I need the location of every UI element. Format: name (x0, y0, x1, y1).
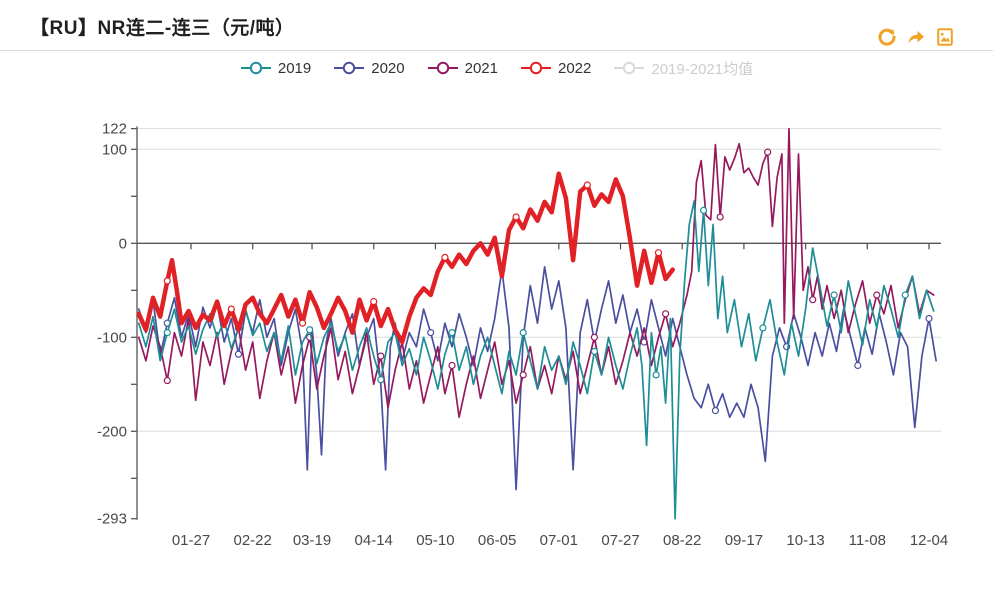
data-point-marker (590, 333, 599, 341)
legend-item-2020[interactable]: 2020 (333, 59, 405, 77)
x-tick-label: 02-22 (234, 532, 272, 549)
data-point-marker (234, 350, 243, 358)
data-point-marker (448, 329, 456, 337)
data-point-marker (512, 213, 520, 221)
data-point-marker (711, 407, 720, 415)
x-tick-label: 03-19 (293, 532, 331, 549)
data-point-marker (441, 253, 449, 261)
x-tick-label: 09-17 (725, 532, 763, 549)
data-point-marker (163, 277, 171, 285)
gridlines (137, 128, 941, 432)
data-point-marker (830, 291, 838, 299)
data-point-marker (519, 329, 527, 337)
data-point-marker (590, 347, 599, 355)
data-point-marker (370, 297, 378, 306)
data-point-marker (661, 310, 670, 318)
legend-label: 2019-2021均值 (651, 60, 754, 78)
data-point-marker (759, 324, 767, 332)
legend-item-2021[interactable]: 2021 (427, 60, 498, 77)
x-axis: 01-27 02-22 03-19 04-14 05-10 06-05 07-01 07-27… (137, 242, 948, 549)
legend-label: 2021 (464, 59, 498, 77)
data-point-marker (699, 206, 708, 214)
x-tick-label: 05-10 (416, 532, 454, 549)
y-tick-label: 122 (102, 121, 127, 138)
data-point-marker (764, 148, 772, 156)
legend-label: 2020 (371, 59, 405, 77)
series-2021 (137, 127, 935, 419)
legend-item-2022[interactable]: 2022 (520, 60, 591, 77)
legend-marker-icon (614, 61, 645, 75)
legend-marker-icon (334, 61, 365, 75)
legend-marker-icon (427, 61, 458, 75)
x-tick-label: 07-27 (601, 532, 639, 549)
refresh-icon[interactable] (877, 27, 897, 47)
data-point-marker (519, 371, 527, 379)
data-point-marker (227, 305, 235, 313)
data-point-marker (448, 361, 456, 370)
data-point-marker (377, 376, 385, 384)
legend-marker-icon (521, 61, 551, 75)
data-point-marker (583, 181, 591, 189)
y-axis: 122 100 0 -100 -200 -293 (97, 121, 138, 528)
series-2020 (137, 265, 937, 491)
header-bar: 【RU】NR连二-连三（元/吨） (0, 0, 993, 51)
share-icon[interactable] (906, 27, 926, 47)
legend-label: 2019 (277, 59, 312, 77)
legend-marker-icon (240, 61, 271, 75)
series-2019 (137, 200, 935, 520)
header-toolbar (877, 27, 955, 47)
data-point-marker (427, 329, 435, 337)
x-tick-label: 06-05 (478, 532, 516, 549)
data-point-marker (873, 291, 881, 299)
x-tick-label: 01-27 (172, 532, 210, 549)
data-point-marker (163, 329, 171, 337)
data-point-marker (925, 314, 933, 323)
x-tick-label: 08-22 (663, 532, 701, 549)
data-point-marker (163, 376, 171, 385)
data-point-marker (854, 361, 862, 370)
legend-item-2019-2021-[interactable]: 2019-2021均值 (613, 58, 753, 79)
x-tick-label: 07-01 (540, 532, 578, 549)
data-point-marker (306, 326, 314, 334)
data-point-marker (298, 319, 307, 327)
export-image-icon[interactable] (935, 27, 955, 47)
data-point-marker (809, 296, 817, 304)
x-tick-label: 04-14 (355, 532, 393, 549)
data-point-marker (901, 291, 909, 299)
x-tick-label: 12-04 (910, 532, 948, 549)
chart-legend: 2019 2020 2021 2022 2019-2021均值 (0, 56, 993, 80)
page-title: 【RU】NR连二-连三（元/吨） (30, 18, 295, 39)
y-tick-label: -200 (97, 423, 127, 440)
y-tick-label: -293 (97, 511, 127, 528)
data-point-marker (652, 371, 660, 379)
x-tick-label: 10-13 (786, 532, 824, 549)
data-point-marker (654, 249, 663, 257)
y-tick-label: 0 (119, 235, 127, 252)
y-tick-label: 100 (102, 141, 127, 158)
x-tick-label: 11-08 (849, 532, 886, 549)
y-tick-label: -100 (97, 329, 127, 346)
legend-label: 2022 (558, 59, 592, 77)
series-2022 (136, 171, 675, 345)
data-point-marker (377, 352, 385, 360)
data-point-marker (716, 213, 724, 221)
legend-item-2019[interactable]: 2019 (240, 60, 311, 77)
